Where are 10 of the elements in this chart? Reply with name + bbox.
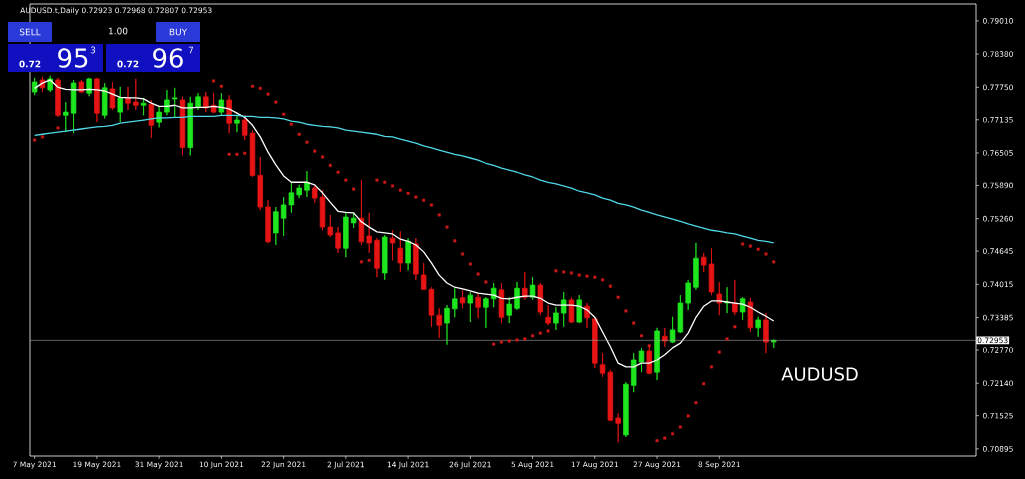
annotation: 0.72 — [19, 60, 41, 68]
annotation: 1.00 — [109, 27, 128, 35]
annotation: 0.72 — [117, 60, 139, 68]
annotation: 7 — [188, 46, 194, 54]
annotation: BUY — [169, 28, 188, 36]
annotation: 3 — [90, 46, 96, 54]
annotation: 96 — [153, 48, 183, 68]
annotation: 95 — [58, 48, 88, 68]
text: AUDUSD — [781, 367, 858, 381]
annotation: SELL — [19, 28, 41, 36]
